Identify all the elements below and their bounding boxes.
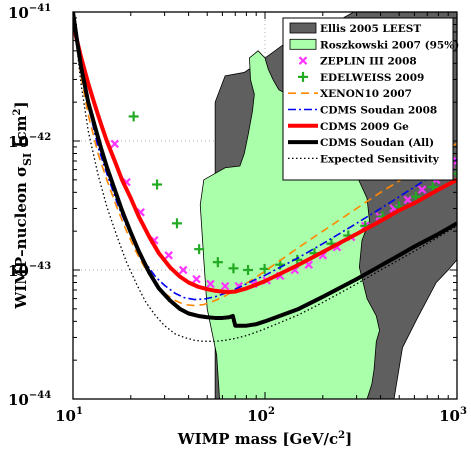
tick-labels: 101 102 103 10−44 10−43 10−42 10−41: [8, 3, 467, 425]
marker-stroke: [452, 159, 457, 166]
series-1-marker: [152, 179, 163, 190]
marker-stroke: [220, 281, 230, 291]
series-1-marker: [194, 244, 205, 255]
series-1-marker: [228, 263, 239, 274]
ticks: [72, 12, 457, 400]
y-tick-label: 10−41: [8, 3, 51, 22]
y-axis-title: WIMP–nucleon σSI [cm2]: [12, 101, 34, 309]
legend-item-8: Expected Sensitivity: [288, 153, 440, 165]
series-0-marker: [164, 251, 173, 260]
x-tick-label: 101: [55, 406, 83, 425]
series-0-marker: [452, 156, 457, 166]
legend-item-2: ZEPLIN III 2008: [298, 56, 417, 68]
series-1-marker: [171, 218, 182, 229]
legend-item-1: Roszkowski 2007 (95%): [289, 38, 459, 51]
series-1-marker: [243, 265, 254, 275]
legend-swatch: [298, 56, 308, 65]
legend: Ellis 2005 LEEST Roszkowski 2007 (95%) ZEP…: [282, 17, 459, 181]
legend-label: CDMS Soudan 2008: [320, 105, 437, 117]
series-1-marker: [427, 181, 438, 192]
legend-swatch: [289, 22, 317, 34]
x-axis-title: WIMP mass [GeV/c2]: [177, 430, 352, 448]
marker-stroke: [304, 260, 314, 269]
series-1-marker: [212, 257, 223, 268]
marker-stroke: [192, 274, 201, 284]
series-line-3: [73, 12, 457, 301]
x-tick-label: 103: [439, 406, 467, 425]
legend-label: EDELWEISS 2009: [320, 72, 424, 84]
series-0-marker: [206, 279, 215, 289]
legend-item-7: CDMS Soudan (All): [288, 137, 434, 149]
x-tick-label: 102: [247, 406, 275, 425]
series-0-marker: [110, 139, 120, 149]
marker-stroke: [452, 156, 457, 163]
y-tick-label: 10−44: [8, 390, 51, 409]
marker-stroke: [110, 139, 120, 149]
series-0-marker: [403, 195, 413, 205]
series-line-5: [73, 12, 457, 328]
marker-stroke: [206, 279, 215, 289]
series: [73, 12, 457, 342]
series-0-marker: [417, 185, 427, 194]
y-tick-label: 10−42: [8, 132, 51, 151]
marker-stroke: [417, 185, 427, 194]
legend-label: CDMS 2009 Ge: [320, 121, 409, 133]
series-1-marker: [452, 168, 457, 179]
series-line-6: [73, 12, 457, 342]
legend-item-5: CDMS Soudan 2008: [288, 105, 437, 117]
legend-item-3: EDELWEISS 2009: [298, 71, 424, 84]
marker-stroke: [403, 195, 413, 205]
legend-swatch: [289, 38, 317, 50]
legend-label: ZEPLIN III 2008: [320, 56, 417, 68]
series-0-marker: [192, 274, 201, 284]
legend-label: Expected Sensitivity: [320, 153, 440, 165]
series-1-marker: [128, 111, 139, 122]
legend-label: CDMS Soudan (All): [320, 137, 434, 149]
series-0-marker: [178, 265, 188, 275]
legend-label: Ellis 2005 LEEST: [320, 23, 421, 35]
legend-label: Roszkowski 2007 (95%): [320, 39, 459, 51]
y-tick-label: 10−43: [8, 261, 51, 280]
series-line-4: [73, 24, 457, 295]
legend-item-6: CDMS 2009 Ge: [288, 121, 409, 133]
legend-label: XENON10 2007: [320, 88, 412, 100]
series-0-marker: [220, 281, 230, 291]
series-line-2: [73, 12, 457, 307]
legend-item-0: Ellis 2005 LEEST: [289, 22, 421, 35]
legend-item-4: XENON10 2007: [288, 88, 412, 100]
marker-stroke: [164, 251, 173, 260]
marker-stroke: [178, 265, 188, 275]
